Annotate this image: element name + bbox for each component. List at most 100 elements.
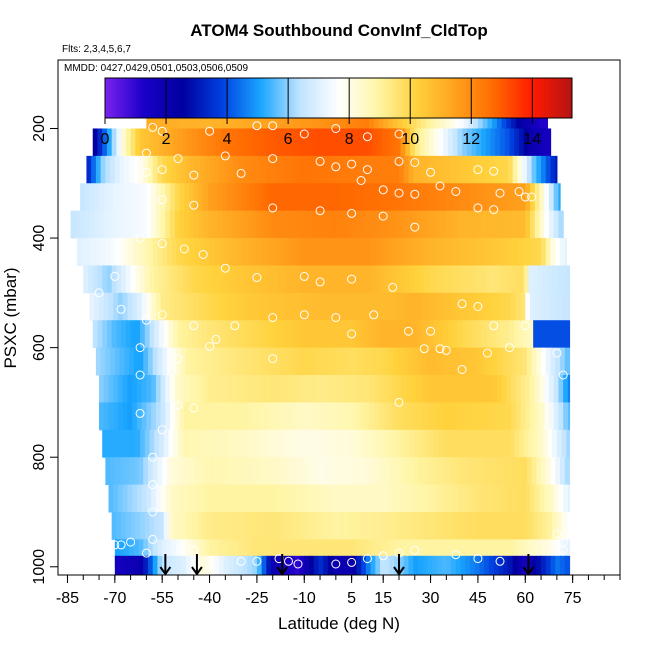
- heatmap-cell: [102, 265, 108, 294]
- heatmap-cell: [110, 238, 116, 266]
- heatmap-cell: [76, 238, 83, 266]
- heatmap-cell: [495, 429, 501, 458]
- observation-point: [236, 556, 246, 566]
- heatmap-cell: [321, 292, 327, 321]
- colorbar-segment: [329, 78, 332, 118]
- heatmap-cell: [541, 457, 547, 486]
- colorbar-segment: [565, 78, 568, 118]
- colorbar-segment: [506, 78, 510, 118]
- colorbar-segment: [469, 78, 473, 118]
- colorbar-segment: [289, 78, 293, 118]
- heatmap-cell: [490, 429, 496, 458]
- heatmap-cell: [362, 511, 369, 540]
- x-tick-label: -85: [56, 590, 79, 607]
- heatmap-cell: [531, 457, 537, 486]
- heatmap-cell: [132, 402, 138, 431]
- observation-point: [220, 151, 230, 161]
- heatmap-cell: [482, 210, 488, 239]
- heatmap-cell: [378, 484, 384, 513]
- heatmap-cell: [383, 292, 389, 321]
- heatmap-cell: [106, 429, 113, 458]
- heatmap-cell: [219, 457, 225, 486]
- heatmap-cell: [129, 155, 135, 184]
- heatmap-cell: [94, 292, 100, 321]
- heatmap-cell: [219, 347, 225, 376]
- heatmap-cell: [207, 484, 214, 513]
- heatmap-cell: [460, 238, 466, 266]
- flight-arrow: [159, 554, 172, 576]
- heatmap-cell: [75, 210, 81, 239]
- colorbar-segment: [282, 78, 286, 118]
- heatmap-cell: [132, 375, 138, 403]
- heatmap-cell: [373, 292, 380, 321]
- heatmap-cell: [359, 375, 365, 403]
- heatmap-cell: [302, 183, 309, 212]
- heatmap-cell: [255, 402, 261, 431]
- heatmap-cell: [247, 555, 253, 575]
- observation-point: [505, 343, 514, 353]
- colorbar-segment: [189, 78, 192, 118]
- heatmap-cell: [250, 484, 256, 513]
- heatmap-cell: [204, 347, 211, 376]
- heatmap-cell: [282, 320, 288, 349]
- heatmap-cell: [530, 402, 536, 431]
- heatmap-cell: [359, 484, 365, 513]
- colorbar-segment: [219, 78, 223, 118]
- heatmap-cell: [387, 402, 394, 431]
- heatmap-cell: [488, 539, 495, 568]
- heatmap-cell: [443, 128, 449, 157]
- heatmap-cell: [313, 347, 320, 376]
- heatmap-cell: [138, 457, 144, 486]
- heatmap-cell: [484, 155, 490, 184]
- heatmap-cell: [133, 155, 140, 184]
- heatmap-cell: [236, 292, 242, 321]
- colorbar-tick-label: 6: [284, 131, 293, 148]
- heatmap-cell: [484, 555, 490, 575]
- observation-point: [148, 452, 158, 462]
- heatmap-cell: [430, 402, 436, 431]
- heatmap-cell: [506, 402, 512, 431]
- heatmap-cell: [368, 484, 375, 513]
- heatmap-cell: [255, 210, 261, 239]
- heatmap-cell: [302, 402, 309, 431]
- heatmap-cell: [299, 155, 305, 184]
- heatmap-cell: [405, 511, 411, 540]
- heatmap-cell: [176, 457, 182, 486]
- colorbar-segment: [198, 78, 202, 118]
- heatmap-cell: [547, 511, 553, 540]
- heatmap-cell: [556, 429, 563, 458]
- heatmap-cell: [125, 429, 132, 458]
- pressure-layer-525: [89, 292, 571, 321]
- pressure-layer-725: [99, 402, 571, 431]
- heatmap-cell: [316, 210, 323, 239]
- heatmap-cell: [200, 347, 206, 376]
- heatmap-cell: [528, 429, 534, 458]
- heatmap-cell: [361, 238, 367, 266]
- heatmap-cell: [402, 183, 408, 212]
- heatmap-cell: [203, 402, 209, 431]
- heatmap-cell: [387, 183, 394, 212]
- heatmap-cell: [154, 511, 160, 540]
- heatmap-cell: [245, 375, 252, 403]
- heatmap-cell: [321, 183, 327, 212]
- heatmap-cell: [468, 402, 474, 431]
- heatmap-cell: [545, 155, 552, 184]
- heatmap-cell: [394, 555, 400, 575]
- heatmap-cell: [102, 320, 108, 349]
- colorbar-segment: [471, 78, 475, 118]
- heatmap-cell: [179, 183, 185, 212]
- heatmap-cell: [174, 402, 181, 431]
- pressure-layer-825: [105, 457, 571, 486]
- heatmap-cell: [119, 238, 125, 266]
- colorbar-segment: [144, 78, 148, 118]
- heatmap-cell: [217, 375, 223, 403]
- heatmap-cell: [114, 347, 121, 376]
- observation-point: [347, 274, 357, 284]
- heatmap-cell: [370, 555, 376, 575]
- heatmap-cell: [129, 347, 135, 376]
- heatmap-cell: [386, 128, 392, 157]
- heatmap-cell: [332, 539, 339, 568]
- heatmap-cell: [490, 265, 496, 294]
- heatmap-cell: [471, 265, 477, 294]
- heatmap-cell: [291, 265, 297, 294]
